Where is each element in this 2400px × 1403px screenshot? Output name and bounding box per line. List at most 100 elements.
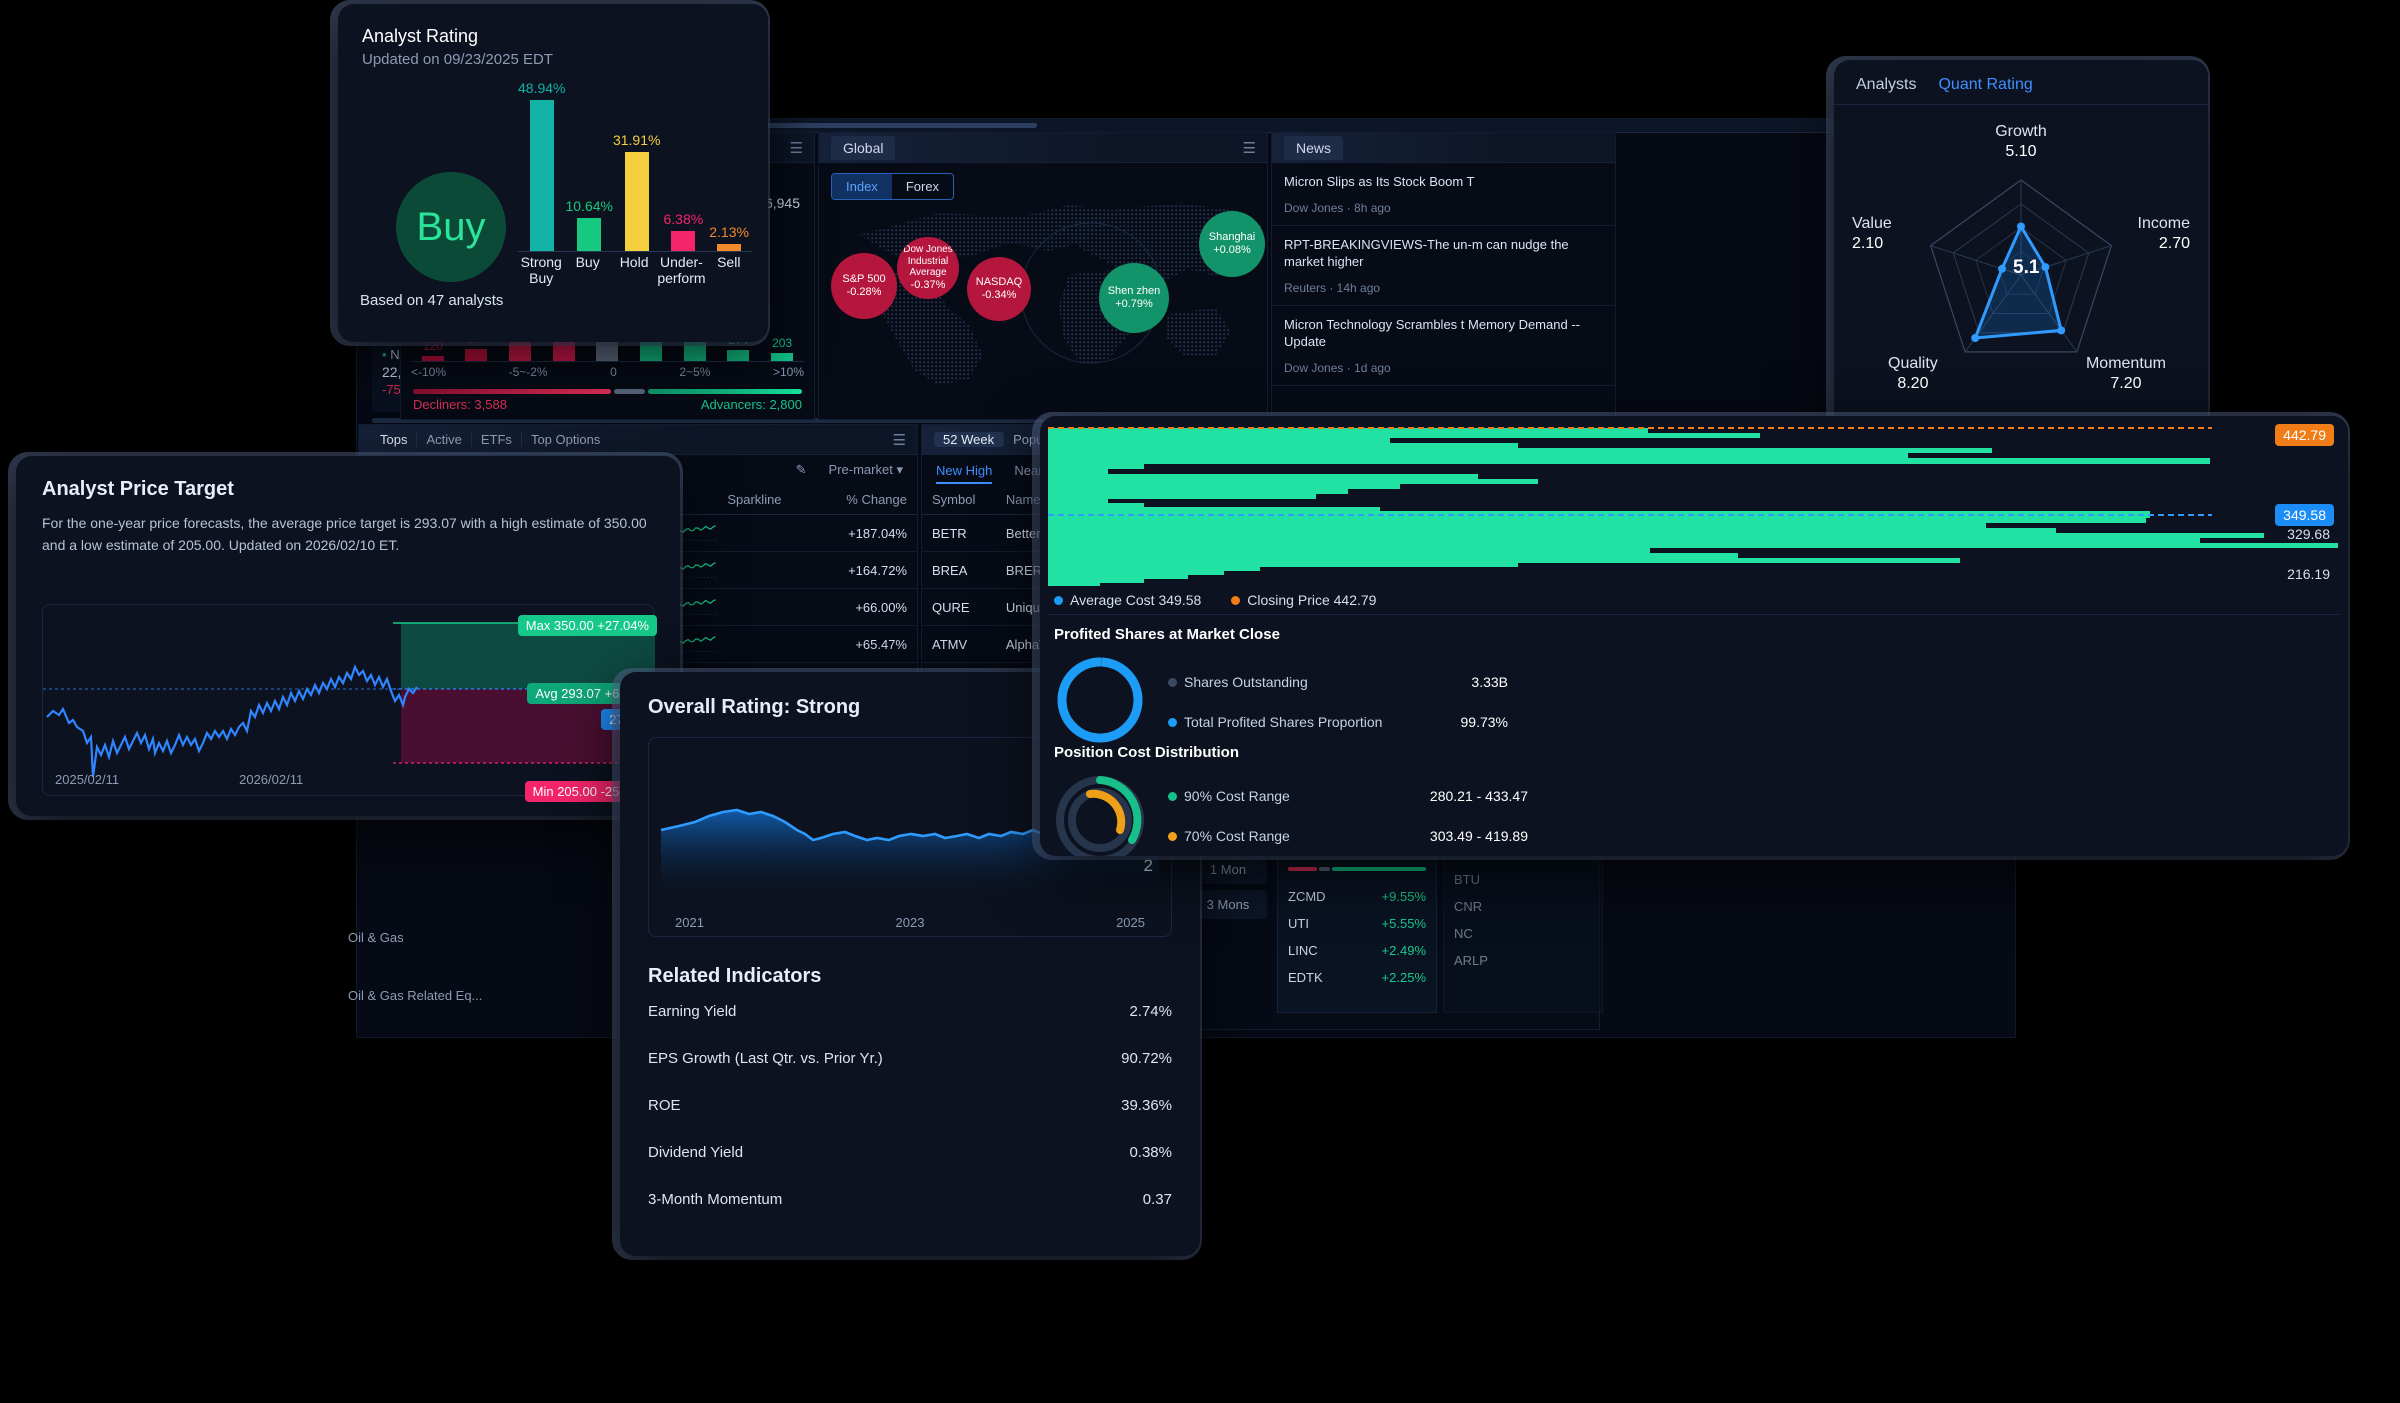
treemap-label-oil-gas[interactable]: Oil & Gas	[348, 930, 404, 945]
rating-bar-column: 2.13%	[706, 71, 752, 251]
rating-bar-value: 48.94%	[518, 79, 566, 96]
col-symbol[interactable]: Symbol	[922, 485, 996, 515]
kv-profited-proportion: Total Profited Shares Proportion 99.73%	[1168, 714, 1508, 730]
indicator-label: EPS Growth (Last Qtr. vs. Prior Yr.)	[648, 1050, 883, 1067]
treemap-label-oil-gas-equipment[interactable]: Oil & Gas Related Eq...	[348, 988, 483, 1003]
industry-stock-row[interactable]: ARLP	[1454, 947, 1592, 974]
market-overview-xlabels: <-10% -5~-2% 0 2~5% >10%	[411, 365, 804, 379]
industry-stock-row[interactable]: UTI +5.55%	[1288, 910, 1426, 937]
industry-symbol: UTI	[1288, 915, 1309, 931]
bubble-dow-jones[interactable]: Dow Jones Industrial Average -0.37%	[897, 237, 959, 299]
bubble-sp500[interactable]: S&P 500 -0.28%	[831, 253, 897, 319]
indicator-value: 0.37	[1142, 1191, 1172, 1208]
rating-bar-label: Under- perform	[657, 254, 706, 287]
quant-tabs[interactable]: Analysts Quant Rating	[1834, 60, 2208, 105]
tab-global[interactable]: Global	[831, 135, 896, 160]
edit-icon[interactable]: ✎	[795, 462, 807, 477]
rating-bar-label: Hold	[619, 254, 649, 270]
list-icon[interactable]: ☰	[1242, 139, 1256, 157]
news-item[interactable]: RPT-BREAKINGVIEWS-The un-m can nudge the…	[1272, 226, 1615, 306]
col-change[interactable]: % Change	[791, 485, 917, 515]
analyst-price-target-card: Analyst Price Target For the one-year pr…	[16, 456, 680, 816]
news-item[interactable]: Micron Slips as Its Stock Boom T Dow Jone…	[1272, 163, 1615, 226]
subtab-new-high[interactable]: New High	[936, 462, 993, 484]
analyst-rating-card: Analyst Rating Updated on 09/23/2025 EDT…	[338, 4, 768, 342]
chip-legend: Average Cost 349.58 Closing Price 442.79	[1054, 592, 1376, 608]
indicator-value: 39.36%	[1121, 1097, 1172, 1114]
market-xtick: <-10%	[411, 365, 447, 379]
tops-tabs[interactable]: Tops Active ETFs Top Options	[371, 432, 609, 447]
chevron-down-icon: ▾	[896, 462, 903, 477]
list-icon[interactable]: ☰	[789, 139, 803, 157]
news-item[interactable]: Micron Technology Scrambles t Memory Dem…	[1272, 306, 1615, 386]
bubble-shanghai[interactable]: Shanghai +0.08%	[1199, 211, 1265, 277]
industry-symbol: BTU	[1454, 871, 1480, 887]
rating-bar-label: Sell	[717, 254, 741, 270]
news-meta: Dow Jones · 8h ago	[1284, 200, 1391, 215]
industry-stock-row[interactable]: CNR	[1454, 893, 1592, 920]
radar-axis-value: Value 2.10	[1852, 215, 1892, 252]
toggle-forex[interactable]: Forex	[905, 179, 940, 194]
list-icon[interactable]: ☰	[892, 431, 906, 449]
tab-active[interactable]: Active	[417, 432, 472, 447]
ticker-dot-icon: •	[382, 347, 387, 362]
tab-etfs[interactable]: ETFs	[472, 432, 522, 447]
or-ymin: 2	[1143, 856, 1153, 875]
tab-top-options[interactable]: Top Options	[530, 432, 601, 447]
indicator-label: ROE	[648, 1097, 681, 1114]
industry-stock-row[interactable]: EDTK +2.25%	[1288, 964, 1426, 991]
tab-tops[interactable]: Tops	[371, 432, 418, 447]
chip-distribution-chart: 442.79 349.58 329.68 216.19	[1048, 424, 2338, 586]
tab-quant-rating[interactable]: Quant Rating	[1938, 76, 2033, 93]
market-bar	[421, 356, 444, 361]
chip-low-price: 216.19	[2287, 566, 2330, 582]
divider	[1048, 614, 2340, 615]
industry-symbol: CNR	[1454, 898, 1483, 914]
panel-global: Global ☰ Index Forex S&P 500	[818, 132, 1268, 420]
ticker-scrollbar[interactable]	[372, 418, 1072, 423]
bubble-nasdaq[interactable]: NASDAQ -0.34%	[967, 257, 1031, 321]
market-xtick: 2~5%	[679, 365, 711, 379]
indicator-row: Dividend Yield 0.38%	[648, 1129, 1172, 1176]
radar-axis-momentum: Momentum 7.20	[2085, 355, 2166, 392]
bubble-shenzhen[interactable]: Shen zhen +0.79%	[1099, 263, 1169, 333]
industry-stock-row[interactable]: BTU	[1454, 866, 1592, 893]
industry-stock-row[interactable]: LINC +2.49%	[1288, 937, 1426, 964]
tab-52-week[interactable]: 52 Week	[934, 432, 1005, 447]
market-xtick: 0	[610, 365, 617, 379]
indicator-label: 3-Month Momentum	[648, 1191, 783, 1208]
analyst-rating-updated: Updated on 09/23/2025 EDT	[362, 51, 553, 68]
tab-analysts[interactable]: Analysts	[1856, 76, 1917, 93]
market-bar-column: 203	[769, 229, 795, 361]
industry-stock-row[interactable]: ZCMD +9.55%	[1288, 883, 1426, 910]
industry-stock-row[interactable]: NC	[1454, 920, 1592, 947]
rating-bar-value: 31.91%	[612, 132, 661, 149]
industry-symbol: ZCMD	[1288, 888, 1326, 904]
premarket-filter[interactable]: Pre-market ▾	[828, 462, 903, 477]
rating-bar-label: Strong Buy	[520, 254, 562, 287]
overall-rating-title: Overall Rating: Strong	[648, 696, 861, 718]
indicator-value: 90.72%	[1121, 1050, 1172, 1067]
rating-bar	[624, 152, 649, 251]
industry-pct: +2.49%	[1381, 942, 1426, 958]
market-bar	[727, 349, 750, 361]
rating-bar	[717, 244, 742, 251]
news-title: RPT-BREAKINGVIEWS-The un-m can nudge the…	[1284, 236, 1569, 270]
profited-shares-title: Profited Shares at Market Close	[1054, 626, 1280, 643]
toggle-index[interactable]: Index	[832, 174, 892, 199]
range-3-mons[interactable]: 3 Mons	[1189, 890, 1267, 919]
related-indicators-list: Earning Yield 2.74% EPS Growth (Last Qtr. …	[648, 988, 1172, 1223]
cell-symbol: ATMV	[922, 625, 996, 663]
cost-range-legend: 90% Cost Range 280.21 - 433.47 70% Cost …	[1168, 788, 1528, 844]
position-cost-title: Position Cost Distribution	[1054, 744, 1239, 761]
index-forex-toggle[interactable]: Index Forex	[831, 173, 955, 200]
kv-shares-outstanding: Shares Outstanding 3.33B	[1168, 674, 1508, 690]
price-target-chart: Max 350.00 +27.04% Avg 293.07 +6.38% 275…	[42, 604, 657, 802]
kv-90-cost-range: 90% Cost Range 280.21 - 433.47	[1168, 788, 1528, 804]
tab-news[interactable]: News	[1284, 135, 1344, 160]
chip-histogram-svg	[1048, 427, 2338, 586]
cost-range-donut	[1056, 776, 1144, 856]
indicator-label: Earning Yield	[648, 1003, 737, 1020]
market-bar	[465, 348, 488, 361]
